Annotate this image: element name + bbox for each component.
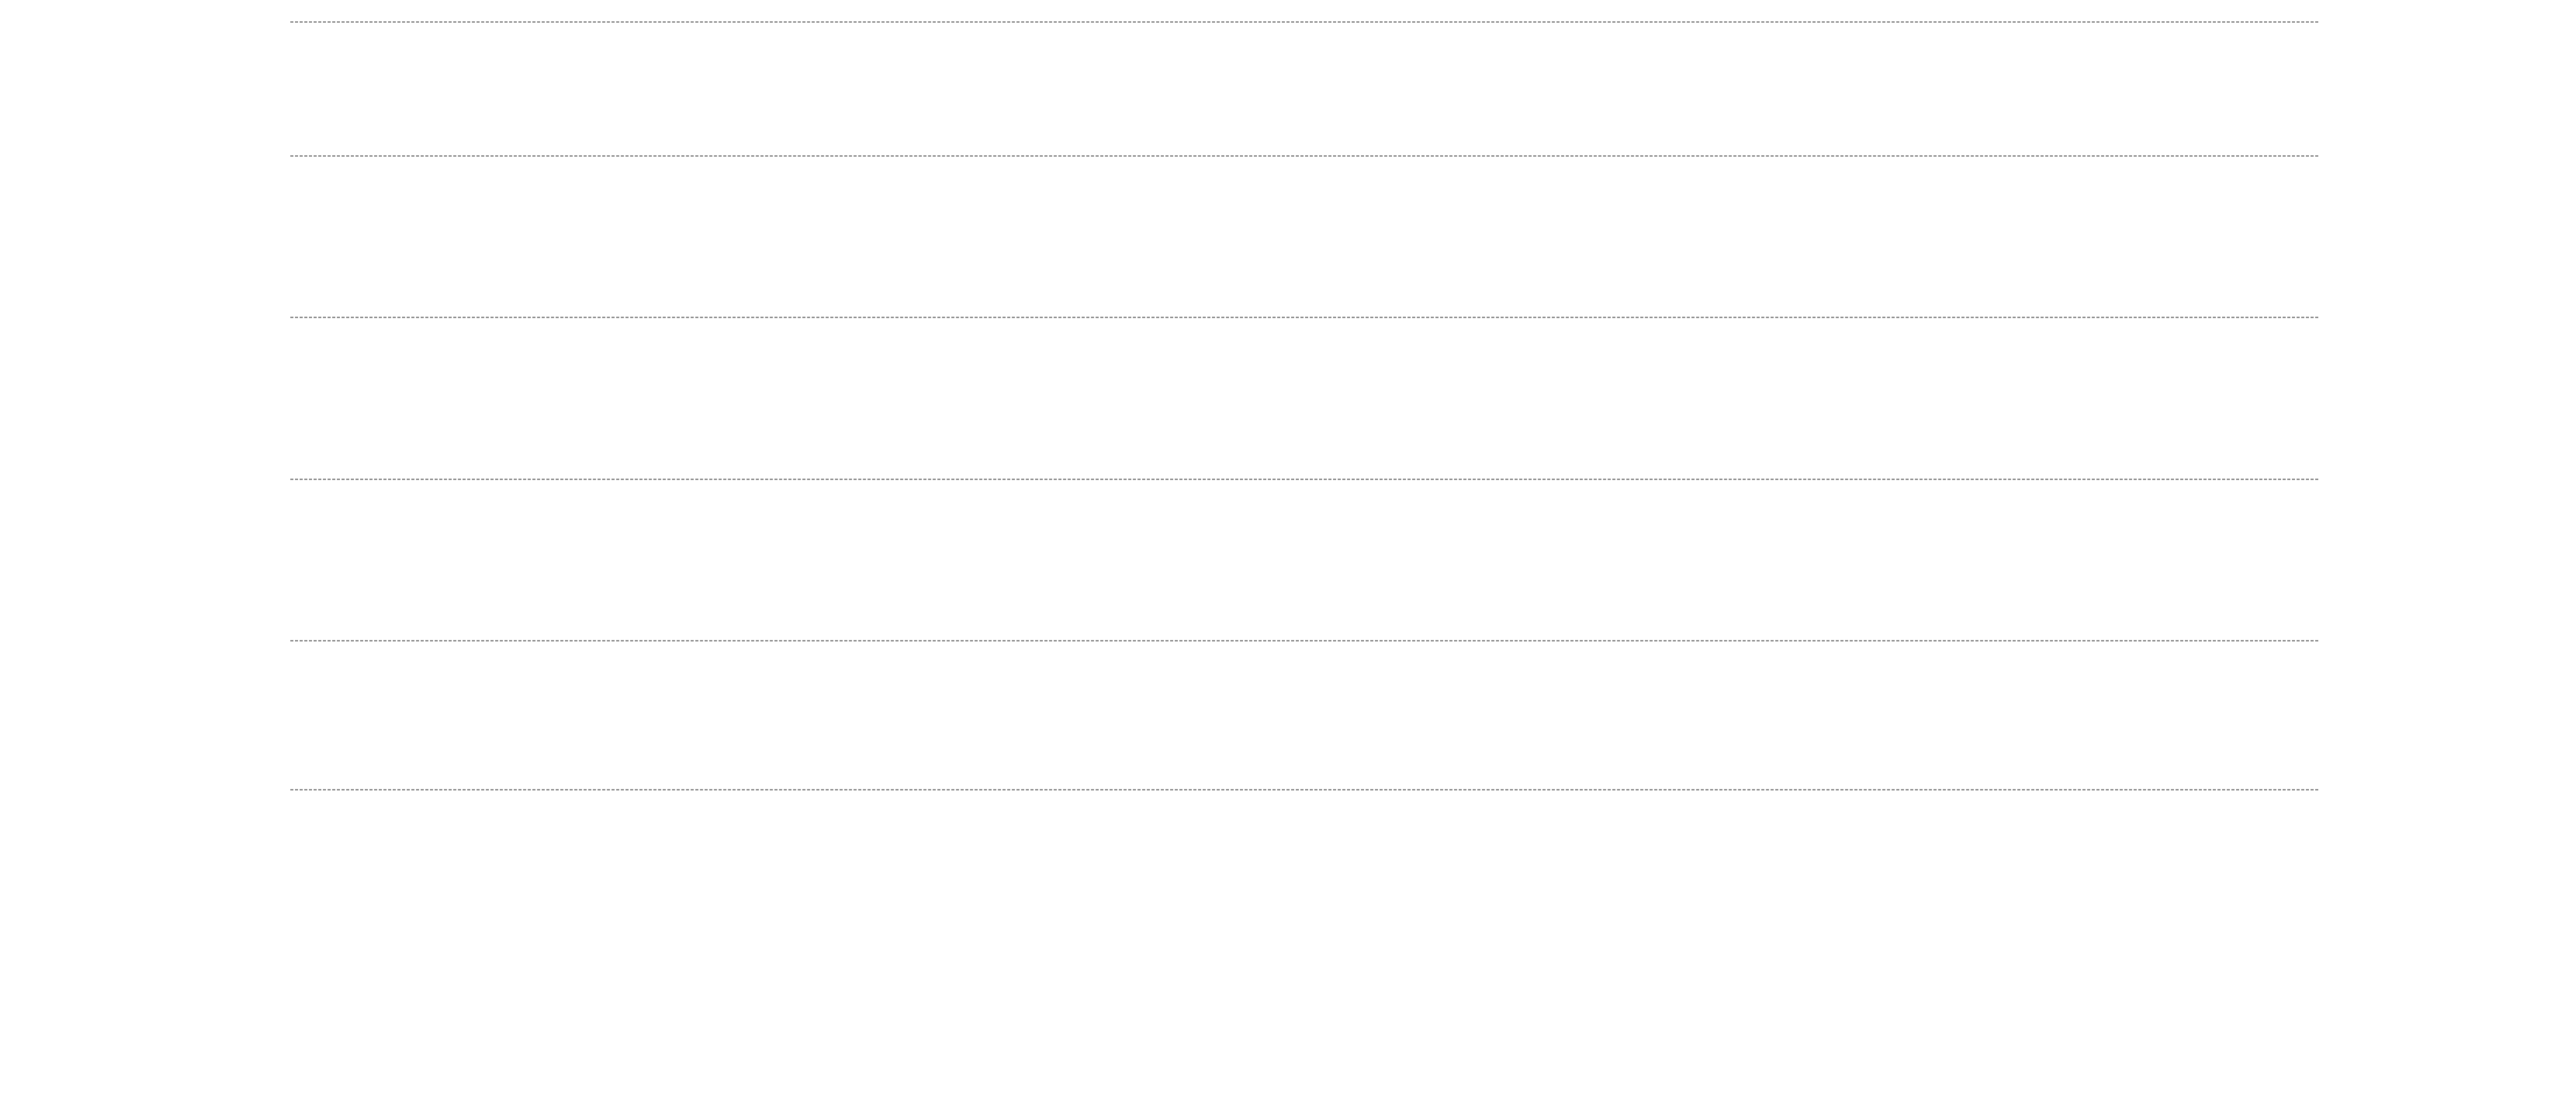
dashed-guide-line-1 bbox=[290, 21, 2318, 23]
dashed-guide-line-3 bbox=[290, 317, 2318, 318]
dashed-guide-line-2 bbox=[290, 155, 2318, 157]
dashed-guide-line-5 bbox=[290, 640, 2318, 642]
dashed-guide-line-4 bbox=[290, 479, 2318, 480]
dashed-guide-line-6 bbox=[290, 789, 2318, 791]
